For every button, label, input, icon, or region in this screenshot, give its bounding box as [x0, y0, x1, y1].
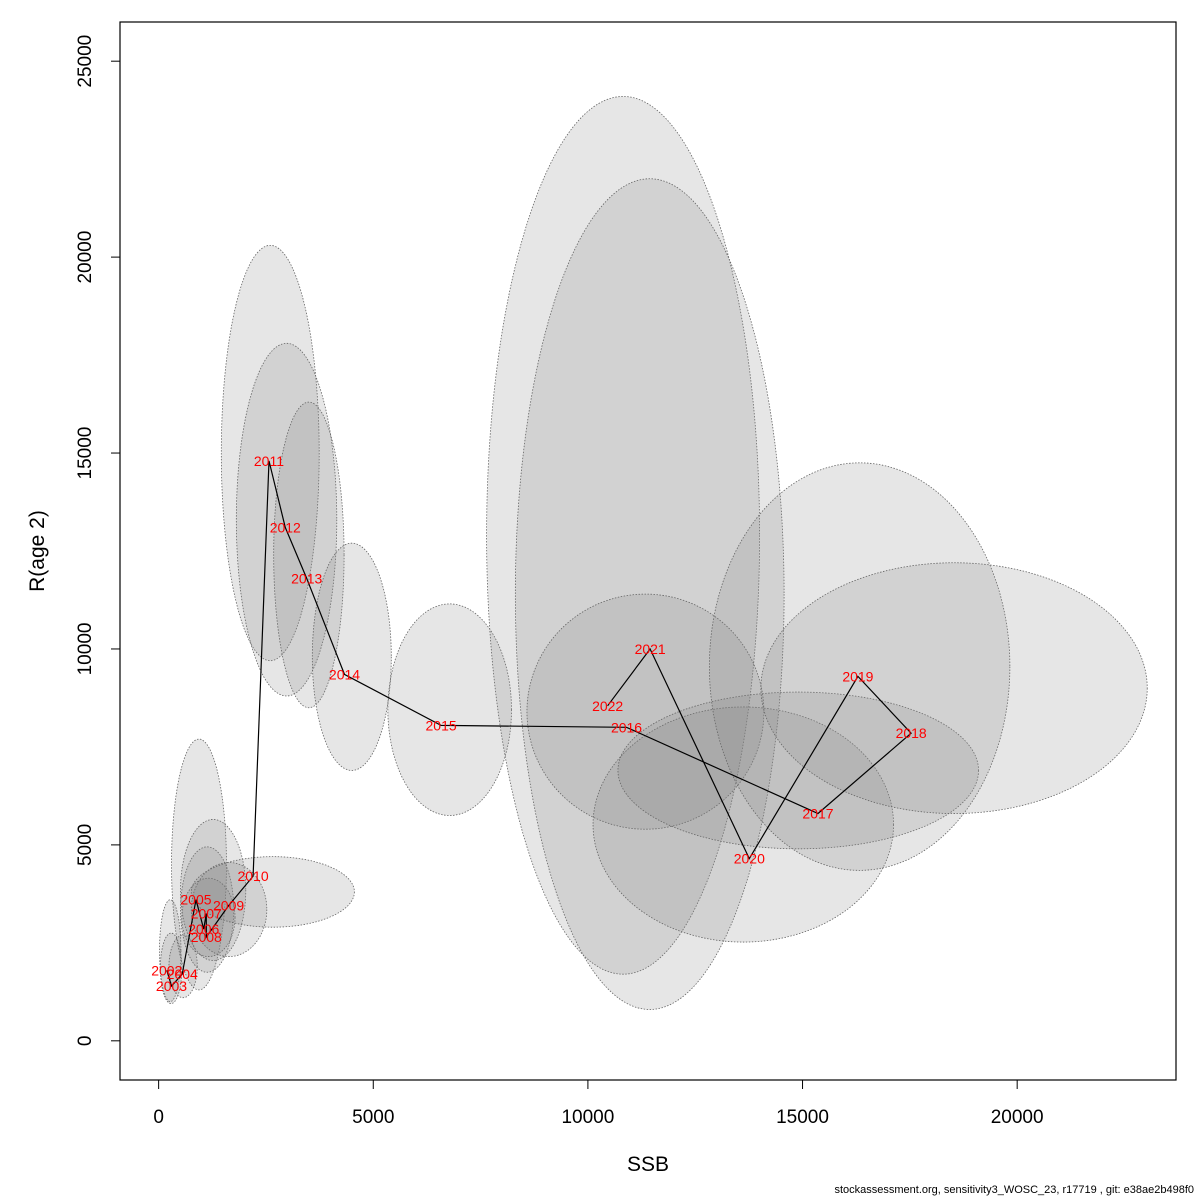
y-axis-title: R(age 2)	[26, 510, 49, 592]
y-axis: 0 5000 10000 15000 20000 25000	[75, 35, 121, 1047]
x-tick-label: 0	[153, 1107, 164, 1128]
ellipse-2016	[486, 96, 761, 975]
year-label-2010: 2010	[237, 868, 268, 884]
year-label-2021: 2021	[635, 641, 666, 657]
year-label-2018: 2018	[896, 725, 927, 741]
year-label-2013: 2013	[291, 570, 322, 586]
confidence-ellipses	[159, 96, 1148, 1010]
ellipse-2018	[526, 593, 765, 830]
y-tick-label: 10000	[75, 623, 96, 676]
y-tick-label: 25000	[75, 35, 96, 88]
ellipse-2010	[190, 856, 355, 928]
year-label-2003: 2003	[156, 978, 187, 994]
year-label-2009: 2009	[213, 898, 244, 914]
ellipse-2007	[180, 819, 247, 961]
year-label-2017: 2017	[802, 806, 833, 822]
y-tick-label: 20000	[75, 231, 96, 284]
year-label-2007: 2007	[191, 905, 222, 921]
ellipse-2009	[190, 862, 268, 957]
footer-credit: stockassessment.org, sensitivity3_WOSC_2…	[834, 1184, 1194, 1196]
x-axis: 0 5000 10000 15000 20000	[153, 1079, 1044, 1128]
ellipse-2020	[617, 691, 979, 850]
ellipse-2015	[387, 603, 512, 816]
trajectory-line	[166, 460, 912, 988]
ellipse-2011	[220, 244, 320, 662]
year-label-2004: 2004	[167, 966, 198, 982]
year-label-2006: 2006	[188, 921, 219, 937]
year-label-2008: 2008	[191, 929, 222, 945]
year-label-2005: 2005	[180, 892, 211, 908]
ellipse-2019	[592, 706, 894, 943]
x-tick-label: 15000	[776, 1107, 829, 1128]
year-label-2022: 2022	[592, 698, 623, 714]
y-tick-label: 5000	[75, 824, 96, 866]
year-label-2002: 2002	[151, 962, 182, 978]
ellipse-2021	[708, 462, 1011, 871]
ellipse-2002	[159, 899, 182, 1003]
ellipse-2017	[514, 178, 785, 1010]
year-label-2019: 2019	[842, 668, 873, 684]
ellipse-2003	[159, 932, 183, 1004]
ellipse-2008	[181, 877, 236, 957]
ellipse-2006	[180, 846, 235, 973]
year-label-2016: 2016	[611, 719, 642, 735]
ellipse-2022	[760, 562, 1148, 814]
year-label-2011: 2011	[254, 453, 284, 469]
x-axis-title: SSB	[627, 1153, 669, 1176]
year-label-2015: 2015	[426, 717, 457, 733]
ellipse-2014	[311, 542, 392, 771]
x-tick-label: 5000	[352, 1107, 394, 1128]
year-label-2020: 2020	[734, 851, 765, 867]
year-label-2012: 2012	[270, 519, 301, 535]
x-tick-label: 10000	[561, 1107, 614, 1128]
y-tick-label: 0	[75, 1036, 96, 1047]
ellipse-2012	[235, 342, 338, 697]
y-tick-label: 15000	[75, 427, 96, 480]
ellipse-2013	[273, 401, 345, 709]
year-label-2014: 2014	[329, 666, 360, 682]
x-tick-label: 20000	[991, 1107, 1044, 1128]
